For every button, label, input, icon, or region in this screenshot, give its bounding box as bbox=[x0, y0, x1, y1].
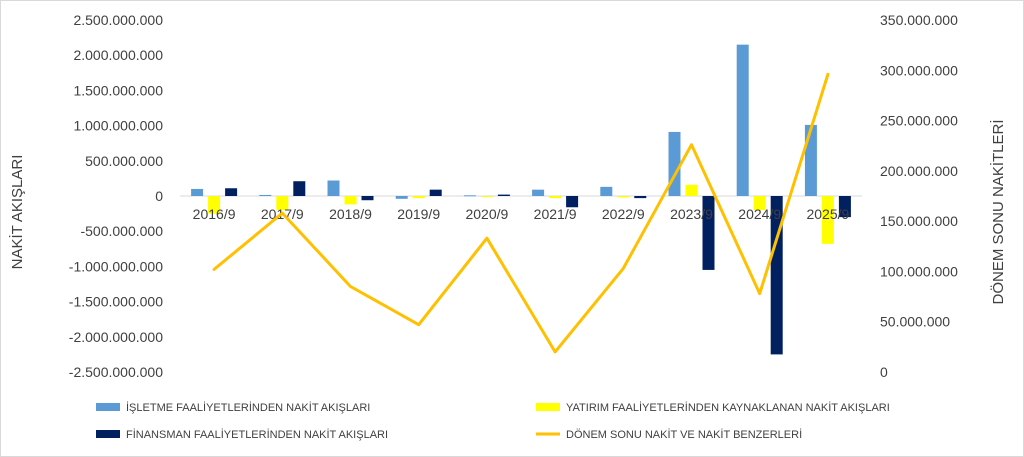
y-tick-label: 0 bbox=[155, 188, 163, 204]
legend: İŞLETME FAALİYETLERİNDEN NAKİT AKIŞLARI Y… bbox=[96, 401, 890, 441]
y-tick-label: 2.500.000.000 bbox=[73, 12, 163, 28]
legend-swatch-3 bbox=[96, 430, 120, 438]
y2-tick-label: 300.000.000 bbox=[880, 62, 958, 78]
legend-label-2: YATIRIM FAALİYETLERİNDEN KAYNAKLANAN NAK… bbox=[566, 401, 890, 414]
bar-3-2 bbox=[293, 181, 306, 196]
legend-label-1: İŞLETME FAALİYETLERİNDEN NAKİT AKIŞLARI bbox=[126, 401, 370, 414]
bar-3-3 bbox=[361, 196, 374, 201]
category-label: 2021/9 bbox=[534, 206, 577, 222]
y-tick-label: 500.000.000 bbox=[85, 153, 163, 169]
bar-1-9 bbox=[736, 44, 749, 196]
bar-3-9 bbox=[770, 196, 783, 355]
category-label: 2018/9 bbox=[329, 206, 372, 222]
y2-tick-label: 100.000.000 bbox=[880, 263, 958, 279]
category-label: 2023/9 bbox=[670, 206, 713, 222]
category-label: 2022/9 bbox=[602, 206, 645, 222]
y-tick-label: 1.000.000.000 bbox=[73, 118, 163, 134]
bar-2-6 bbox=[549, 196, 562, 199]
bar-2-3 bbox=[344, 196, 357, 205]
y2-tick-label: 350.000.000 bbox=[880, 12, 958, 28]
y-tick-label: -2.500.000.000 bbox=[69, 364, 163, 380]
legend-label-4: DÖNEM SONU NAKİT VE NAKİT BENZERLERİ bbox=[566, 428, 802, 441]
y-tick-label: -1.500.000.000 bbox=[69, 294, 163, 310]
category-label: 2020/9 bbox=[465, 206, 508, 222]
bar-1-3 bbox=[327, 180, 340, 196]
left-axis: 2.500.000.000 2.000.000.000 1.500.000.000 1… bbox=[69, 12, 163, 380]
y2-tick-label: 150.000.000 bbox=[880, 213, 958, 229]
bar-series-group bbox=[191, 44, 851, 355]
bar-1-8 bbox=[668, 131, 681, 196]
bar-3-6 bbox=[566, 196, 579, 208]
bar-3-4 bbox=[429, 189, 442, 196]
y-axis-title: NAKİT AKIŞLARI bbox=[8, 155, 26, 270]
right-axis: 350.000.000 300.000.000 250.000.000 200.000… bbox=[880, 12, 958, 380]
legend-label-3: FİNANSMAN FAALİYETLERİNDEN NAKİT AKIŞLAR… bbox=[126, 428, 388, 441]
bar-2-9 bbox=[753, 196, 766, 211]
bar-3-7 bbox=[634, 196, 647, 199]
y2-tick-label: 200.000.000 bbox=[880, 163, 958, 179]
bar-3-1 bbox=[225, 188, 238, 196]
y2-axis-title: DÖNEM SONU NAKİTLERİ bbox=[989, 119, 1007, 304]
bar-1-1 bbox=[191, 188, 204, 196]
category-label: 2024/9 bbox=[738, 206, 781, 222]
line-series-1 bbox=[212, 72, 830, 354]
bar-2-10 bbox=[821, 196, 834, 244]
bar-1-4 bbox=[395, 196, 408, 199]
bar-2-1 bbox=[208, 196, 221, 214]
y-tick-label: -500.000.000 bbox=[80, 223, 163, 239]
category-labels: 2016/9 2017/9 2018/9 2019/9 2020/9 2021/9 2022… bbox=[193, 206, 850, 222]
bar-1-5 bbox=[463, 195, 476, 197]
line-series-group bbox=[212, 72, 830, 354]
y2-tick-label: 50.000.000 bbox=[880, 314, 950, 330]
bar-2-2 bbox=[276, 196, 289, 211]
bar-1-6 bbox=[532, 189, 545, 196]
bar-2-7 bbox=[617, 196, 630, 198]
category-label: 2025/9 bbox=[806, 206, 849, 222]
bar-2-4 bbox=[412, 196, 425, 199]
y-tick-label: -2.000.000.000 bbox=[69, 329, 163, 345]
bar-2-5 bbox=[480, 196, 493, 197]
legend-swatch-2 bbox=[536, 403, 560, 411]
bar-1-7 bbox=[600, 186, 613, 196]
y-tick-label: 1.500.000.000 bbox=[73, 82, 163, 98]
y2-tick-label: 0 bbox=[880, 364, 888, 380]
category-label: 2016/9 bbox=[193, 206, 236, 222]
bar-3-8 bbox=[702, 196, 715, 270]
bar-1-2 bbox=[259, 194, 272, 196]
bar-2-8 bbox=[685, 184, 698, 196]
y2-tick-label: 250.000.000 bbox=[880, 113, 958, 129]
y-tick-label: -1.000.000.000 bbox=[69, 258, 163, 274]
bar-1-10 bbox=[804, 124, 817, 196]
category-label: 2019/9 bbox=[397, 206, 440, 222]
legend-swatch-1 bbox=[96, 403, 120, 411]
y-tick-label: 2.000.000.000 bbox=[73, 47, 163, 63]
bar-3-10 bbox=[838, 196, 851, 218]
bar-3-5 bbox=[497, 194, 510, 196]
